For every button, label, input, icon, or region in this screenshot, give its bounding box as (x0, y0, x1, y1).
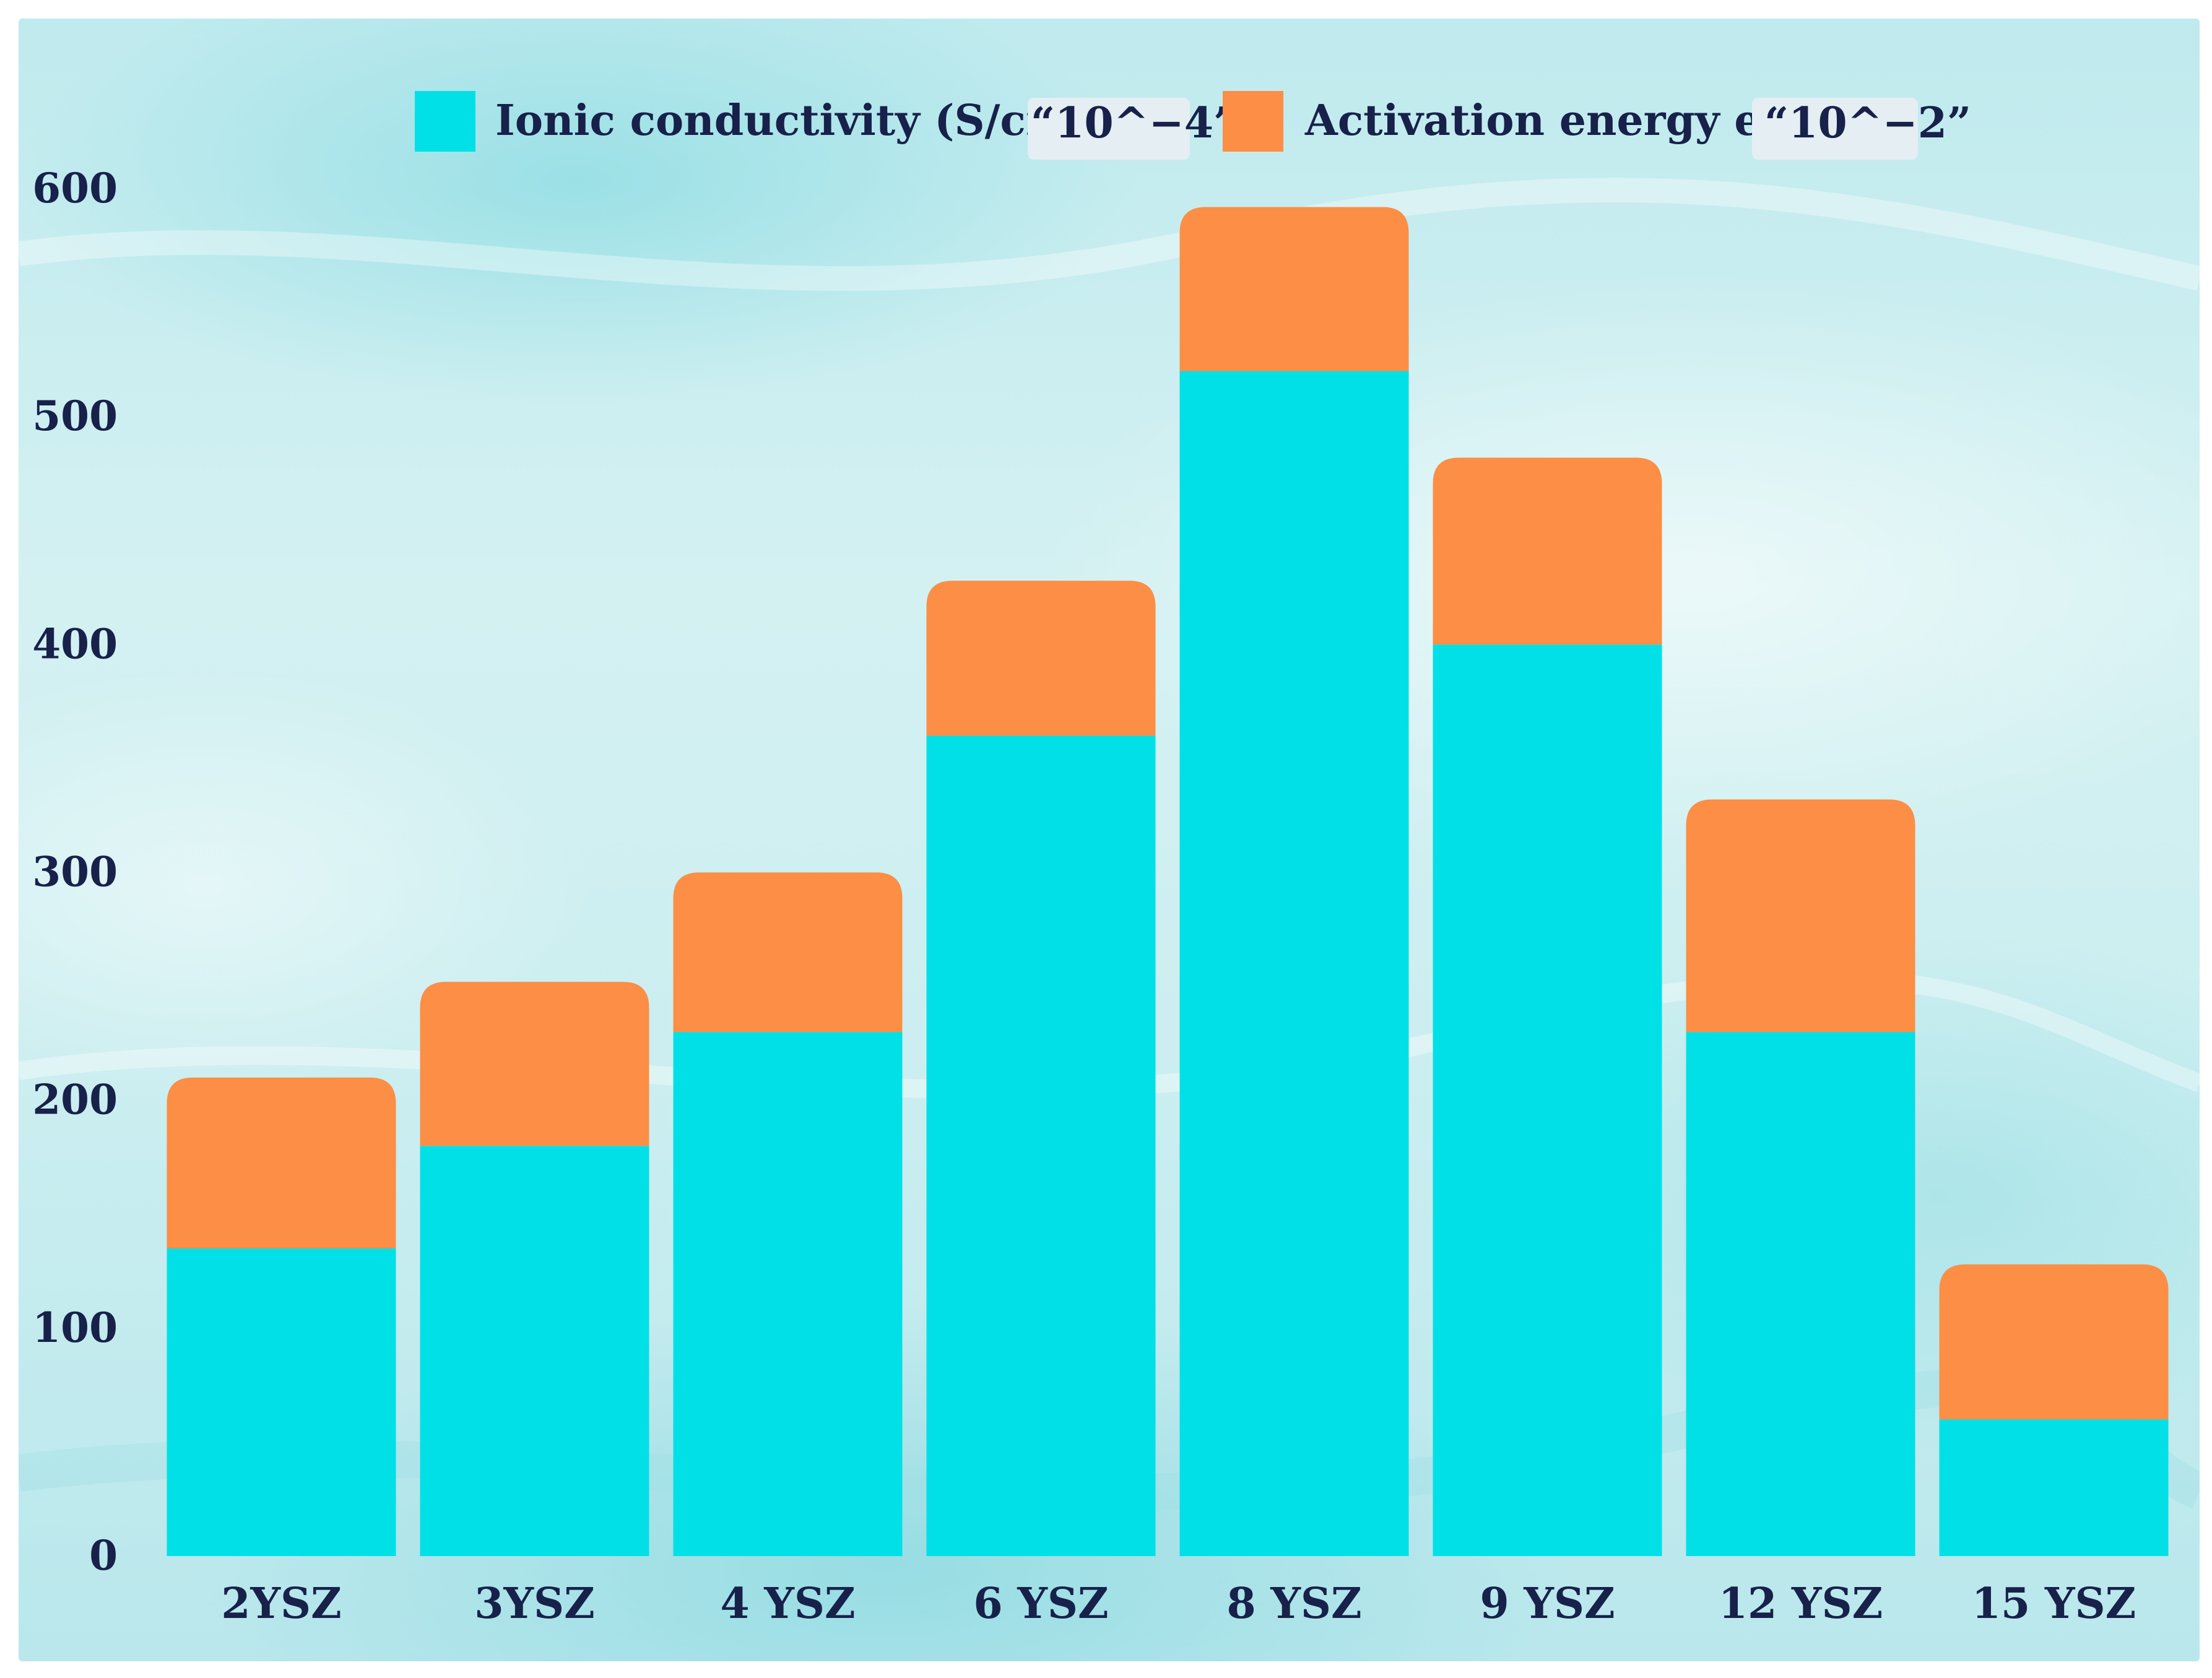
x-tick-label: 2YSZ (221, 1579, 342, 1628)
bar-activation-energy (167, 1077, 396, 1248)
x-axis: 2YSZ 3YSZ 4 YSZ 6 YSZ 8 YSZ 9 YSZ 12 YSZ 15 YSZ (221, 1579, 2136, 1628)
x-tick-label: 6 YSZ (973, 1579, 1108, 1628)
y-tick-label: 0 (89, 1531, 118, 1580)
legend-tag-activation-energy: “10^−2” (1764, 98, 1971, 148)
bar-ionic-conductivity (420, 1146, 649, 1556)
bar-ionic-conductivity (1686, 1032, 1915, 1556)
legend-tag-ionic-conductivity: “10^−4” (1031, 98, 1238, 148)
legend-swatch-activation-energy (1223, 91, 1283, 152)
y-tick-label: 600 (32, 164, 118, 212)
y-tick-label: 200 (32, 1076, 118, 1124)
stacked-bar-chart: Ionic conductivity (S/cm) “10^−4” Activa… (19, 91, 2200, 1628)
y-tick-label: 100 (32, 1304, 118, 1352)
bar-activation-energy (1179, 207, 1409, 371)
legend-label-ionic-conductivity: Ionic conductivity (S/cm) (495, 96, 1090, 145)
chart-frame: Ionic conductivity (S/cm) “10^−4” Activa… (19, 19, 2200, 1661)
legend: Ionic conductivity (S/cm) “10^−4” Activa… (415, 91, 1971, 160)
y-tick-label: 300 (32, 848, 118, 896)
x-tick-label: 4 YSZ (720, 1579, 855, 1628)
bar-ionic-conductivity (1433, 644, 1662, 1556)
bar-activation-energy (1686, 799, 1915, 1032)
bars (167, 207, 2169, 1556)
bar-activation-energy (420, 982, 649, 1146)
bar-activation-energy (1433, 457, 1662, 645)
x-tick-label: 9 YSZ (1480, 1579, 1615, 1628)
x-tick-label: 15 YSZ (1972, 1579, 2136, 1628)
bar-ionic-conductivity (167, 1248, 396, 1556)
bar-ionic-conductivity (1939, 1419, 2169, 1556)
bar-activation-energy (926, 581, 1156, 736)
bar-ionic-conductivity (926, 735, 1156, 1556)
bar-ionic-conductivity (673, 1032, 903, 1556)
x-tick-label: 12 YSZ (1719, 1579, 1883, 1628)
x-tick-label: 8 YSZ (1226, 1579, 1361, 1628)
bar-ionic-conductivity (1179, 371, 1409, 1556)
x-tick-label: 3YSZ (474, 1579, 595, 1628)
bar-activation-energy (673, 872, 903, 1032)
y-axis: 0 100 200 300 400 500 600 (32, 164, 118, 1580)
legend-label-activation-energy: Activation energy eV (1304, 96, 1794, 145)
legend-tag-bg-activation (1752, 98, 1918, 160)
legend-tag-bg-ionic (1028, 98, 1190, 160)
y-tick-label: 400 (32, 620, 118, 668)
legend-swatch-ionic-conductivity (415, 91, 475, 152)
y-tick-label: 500 (32, 392, 118, 440)
bar-activation-energy (1939, 1264, 2169, 1420)
